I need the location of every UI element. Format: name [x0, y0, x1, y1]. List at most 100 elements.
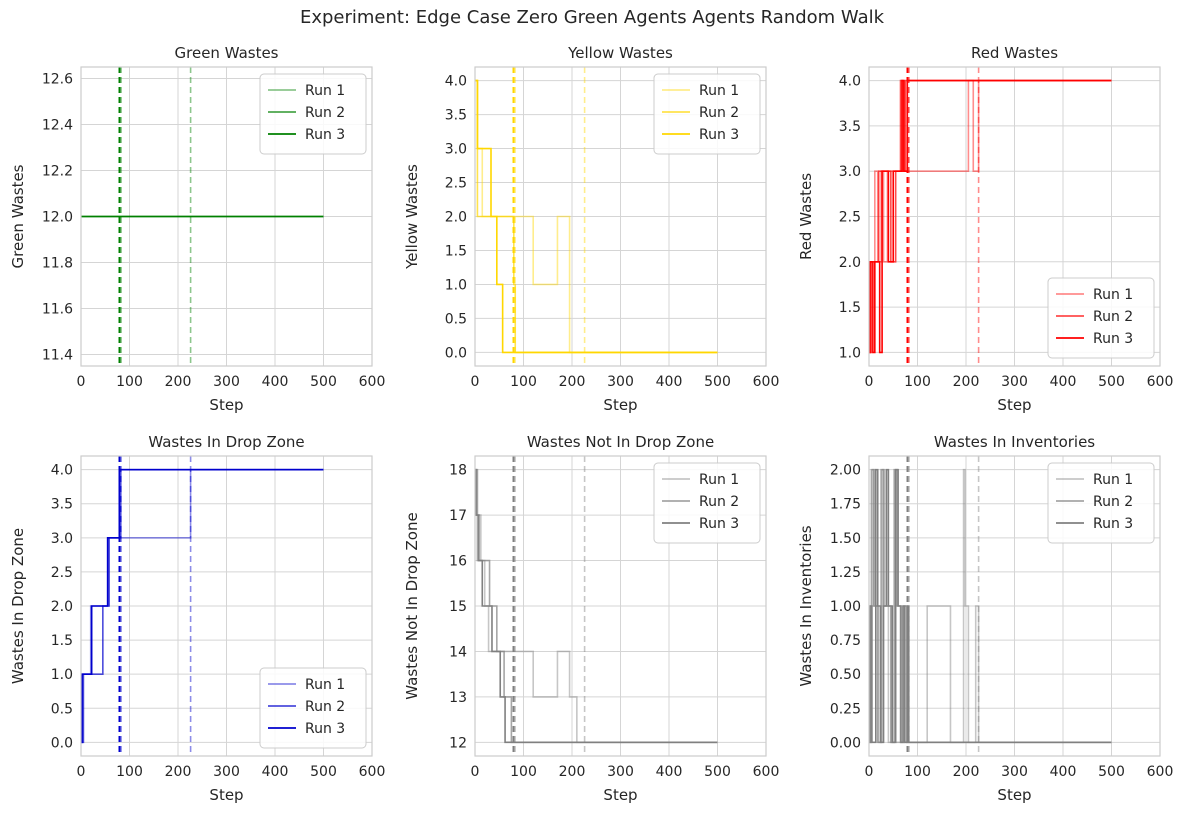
x-tick-label: 0: [865, 374, 874, 390]
x-tick-label: 600: [1147, 374, 1174, 390]
plot-frame: [80, 455, 373, 757]
x-tick-label: 100: [116, 374, 143, 390]
x-tick-label: 200: [953, 374, 980, 390]
x-tick-label: 600: [359, 764, 386, 780]
series-group: [869, 456, 1112, 756]
subplot-title: Wastes Not In Drop Zone: [527, 433, 714, 451]
y-tick-label: 11.8: [42, 256, 73, 272]
series-line-run-2: [869, 468, 1112, 744]
subplot-2: 0 100 200 300 400 500 600 0.0 0.5 1.0 1.5 2.0 2.5 3.0…: [403, 44, 779, 414]
series-line-run-3: [475, 468, 718, 744]
series-group: [81, 67, 324, 366]
y-tick-label: 0.75: [830, 633, 861, 649]
y-tick-label: 0.5: [445, 311, 467, 327]
subplot-1: 0 100 200 300 400 500 600 11.4 11.6 11.8 12.0 12.2 1…: [9, 44, 385, 414]
y-tick-label: 1.5: [839, 300, 861, 316]
x-tick-label: 0: [471, 374, 480, 390]
y-axis-label: Wastes Not In Drop Zone: [403, 512, 421, 699]
plot-frame: [474, 66, 767, 367]
y-tick-label: 0.5: [51, 701, 73, 717]
series-line-run-1: [869, 79, 1112, 354]
y-tick-label: 13: [449, 690, 467, 706]
legend-label-run-1: Run 1: [305, 677, 345, 693]
x-tick-label: 100: [904, 764, 931, 780]
legend-label-run-2: Run 2: [699, 105, 739, 121]
legend-label-run-1: Run 1: [1093, 287, 1133, 303]
y-tick-label: 1.5: [51, 633, 73, 649]
y-tick-label: 3.5: [51, 497, 73, 513]
series-group: [475, 67, 718, 366]
y-axis-label: Wastes In Inventories: [797, 525, 815, 686]
series-line-run-3: [869, 79, 1112, 354]
y-tick-label: 2.0: [51, 599, 73, 615]
y-tick-label: 15: [449, 599, 467, 615]
y-tick-label: 1.75: [830, 497, 861, 513]
series-line-run-3: [475, 79, 718, 354]
y-tick-label: 12.4: [42, 118, 73, 134]
y-tick-label: 4.0: [445, 74, 467, 90]
x-tick-label: 0: [77, 374, 86, 390]
x-tick-label: 100: [904, 374, 931, 390]
legend-label-run-1: Run 1: [1093, 472, 1133, 488]
y-tick-label: 0.50: [830, 667, 861, 683]
x-tick-label: 100: [116, 764, 143, 780]
legend-label-run-3: Run 3: [305, 127, 345, 143]
subplot-title: Wastes In Inventories: [934, 433, 1095, 451]
x-tick-label: 400: [656, 374, 683, 390]
x-axis-label: Step: [209, 396, 243, 414]
y-tick-label: 2.00: [830, 463, 861, 479]
x-tick-label: 500: [1098, 764, 1125, 780]
series-group: [869, 67, 1112, 366]
legend-label-run-1: Run 1: [305, 83, 345, 99]
x-tick-label: 500: [310, 374, 337, 390]
y-tick-label: 12.2: [42, 164, 73, 180]
plot-frame: [868, 455, 1161, 757]
y-tick-label: 0.25: [830, 701, 861, 717]
legend-label-run-2: Run 2: [305, 699, 345, 715]
x-tick-label: 200: [559, 764, 586, 780]
y-tick-label: 0.00: [830, 735, 861, 751]
y-tick-label: 16: [449, 554, 467, 570]
x-tick-label: 400: [656, 764, 683, 780]
legend-label-run-1: Run 1: [699, 83, 739, 99]
y-axis-label: Green Wastes: [9, 164, 27, 268]
x-tick-label: 300: [1001, 374, 1028, 390]
y-tick-label: 12: [449, 735, 467, 751]
y-tick-label: 4.0: [51, 463, 73, 479]
x-tick-label: 600: [1147, 764, 1174, 780]
x-axis-label: Step: [603, 396, 637, 414]
y-tick-label: 2.5: [445, 176, 467, 192]
series-line-run-1: [475, 468, 718, 744]
legend-label-run-3: Run 3: [699, 127, 739, 143]
x-axis-label: Step: [997, 396, 1031, 414]
x-tick-label: 200: [165, 764, 192, 780]
plot-frame: [474, 455, 767, 757]
series-group: [81, 456, 324, 756]
legend: Run 1 Run 2 Run 3: [653, 462, 761, 544]
x-tick-label: 200: [953, 764, 980, 780]
x-tick-label: 600: [753, 764, 780, 780]
x-tick-label: 100: [510, 374, 537, 390]
x-axis-label: Step: [603, 786, 637, 804]
x-tick-label: 500: [704, 374, 731, 390]
y-tick-label: 0.0: [445, 345, 467, 361]
series-line-run-2: [475, 468, 718, 744]
subplot-5: 0 100 200 300 400 500 600 12 13 14 15 16 17 18 Wastes …: [403, 433, 779, 804]
plot-frame: [80, 66, 373, 367]
y-tick-label: 1.5: [445, 243, 467, 259]
y-tick-label: 0.0: [51, 735, 73, 751]
y-tick-label: 2.0: [839, 255, 861, 271]
y-tick-label: 1.00: [830, 599, 861, 615]
legend: Run 1 Run 2 Run 3: [259, 667, 367, 749]
x-axis-label: Step: [209, 786, 243, 804]
y-tick-label: 1.0: [51, 667, 73, 683]
series-group: [475, 456, 718, 756]
x-axis-label: Step: [997, 786, 1031, 804]
x-tick-label: 200: [165, 374, 192, 390]
legend-label-run-2: Run 2: [1093, 494, 1133, 510]
y-tick-label: 12.0: [42, 210, 73, 226]
x-tick-label: 400: [262, 374, 289, 390]
x-tick-label: 0: [471, 764, 480, 780]
series-line-run-3: [81, 468, 324, 744]
